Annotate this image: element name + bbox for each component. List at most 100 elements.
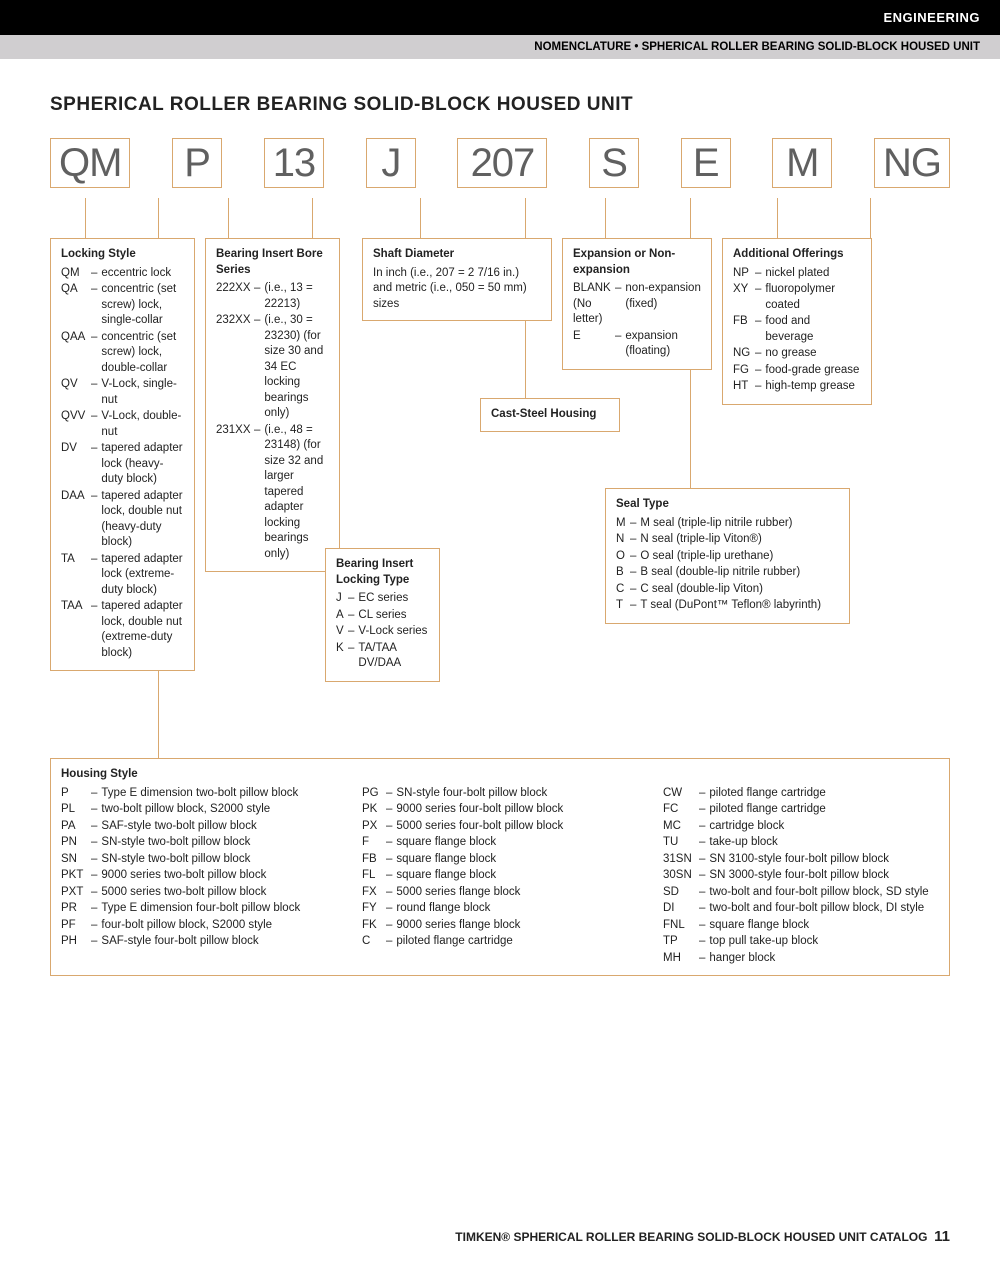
def-code: PK: [362, 802, 386, 818]
def-code: TAA: [61, 599, 91, 661]
def-dash: –: [91, 266, 101, 282]
def-text: take-up block: [709, 835, 939, 851]
def-row: J–EC series: [336, 591, 429, 607]
code-part-7: M: [772, 138, 832, 188]
def-dash: –: [348, 608, 358, 624]
def-row: B–B seal (double-lip nitrile rubber): [616, 565, 839, 581]
def-code: FG: [733, 363, 755, 379]
def-dash: –: [91, 786, 101, 802]
def-code: HT: [733, 379, 755, 395]
def-dash: –: [91, 599, 101, 661]
def-code: PL: [61, 802, 91, 818]
def-code: TP: [663, 934, 699, 950]
def-text: V-Lock, double-nut: [101, 409, 184, 440]
def-text: (i.e., 30 = 23230) (for size 30 and 34 E…: [264, 313, 329, 422]
def-row: FG–food-grade grease: [733, 363, 861, 379]
def-row: PG–SN-style four-bolt pillow block: [362, 786, 638, 802]
def-code: FK: [362, 918, 386, 934]
locking-style-box: Locking Style QM–eccentric lockQA–concen…: [50, 238, 195, 671]
def-dash: –: [755, 282, 765, 313]
def-text: round flange block: [396, 901, 638, 917]
def-row: O–O seal (triple-lip urethane): [616, 549, 839, 565]
def-row: TP–top pull take-up block: [663, 934, 939, 950]
def-row: C–C seal (double-lip Viton): [616, 582, 839, 598]
def-code: 232XX: [216, 313, 254, 422]
def-code: FY: [362, 901, 386, 917]
def-text: square flange block: [709, 918, 939, 934]
def-text: food and beverage: [765, 314, 861, 345]
def-row: MC–cartridge block: [663, 819, 939, 835]
def-dash: –: [91, 802, 101, 818]
def-row: PKT–9000 series two-bolt pillow block: [61, 868, 337, 884]
connector-line: [228, 198, 229, 238]
def-dash: –: [91, 441, 101, 488]
def-code: 30SN: [663, 868, 699, 884]
connector-line: [777, 198, 778, 238]
def-text: SAF-style two-bolt pillow block: [101, 819, 337, 835]
def-dash: –: [699, 835, 709, 851]
def-code: V: [336, 624, 348, 640]
def-text: high-temp grease: [765, 379, 861, 395]
connector-line: [870, 198, 871, 238]
def-code: T: [616, 598, 630, 614]
def-code: J: [336, 591, 348, 607]
box-title: Locking Style: [61, 247, 184, 263]
def-text: non-expansion (fixed): [625, 281, 701, 328]
def-code: P: [61, 786, 91, 802]
def-code: DI: [663, 901, 699, 917]
def-code: FNL: [663, 918, 699, 934]
def-text: 9000 series two-bolt pillow block: [101, 868, 337, 884]
def-dash: –: [91, 377, 101, 408]
def-row: PR–Type E dimension four-bolt pillow blo…: [61, 901, 337, 917]
def-code: PG: [362, 786, 386, 802]
def-row: E–expansion (floating): [573, 329, 701, 360]
code-part-2: 13: [264, 138, 325, 188]
def-code: NP: [733, 266, 755, 282]
def-code: O: [616, 549, 630, 565]
def-text: SN-style two-bolt pillow block: [101, 852, 337, 868]
def-dash: –: [348, 624, 358, 640]
def-dash: –: [91, 934, 101, 950]
def-code: FB: [362, 852, 386, 868]
def-row: PL–two-bolt pillow block, S2000 style: [61, 802, 337, 818]
def-code: M: [616, 516, 630, 532]
def-row: FC–piloted flange cartridge: [663, 802, 939, 818]
def-row: C–piloted flange cartridge: [362, 934, 638, 950]
def-row: PXT–5000 series two-bolt pillow block: [61, 885, 337, 901]
def-text: eccentric lock: [101, 266, 184, 282]
def-row: F–square flange block: [362, 835, 638, 851]
box-title: Expansion or Non-expansion: [573, 247, 701, 278]
def-text: EC series: [358, 591, 429, 607]
def-text: T seal (DuPont™ Teflon® labyrinth): [640, 598, 839, 614]
def-row: FL–square flange block: [362, 868, 638, 884]
def-code: C: [362, 934, 386, 950]
def-row: QM–eccentric lock: [61, 266, 184, 282]
def-code: A: [336, 608, 348, 624]
def-text: square flange block: [396, 868, 638, 884]
def-text: TA/TAA DV/DAA: [358, 641, 429, 672]
def-code: NG: [733, 346, 755, 362]
def-text: 5000 series four-bolt pillow block: [396, 819, 638, 835]
def-dash: –: [699, 802, 709, 818]
def-row: FNL–square flange block: [663, 918, 939, 934]
def-text: piloted flange cartridge: [709, 802, 939, 818]
def-text: square flange block: [396, 852, 638, 868]
def-row: PA–SAF-style two-bolt pillow block: [61, 819, 337, 835]
def-dash: –: [699, 918, 709, 934]
def-dash: –: [386, 835, 396, 851]
def-text: nickel plated: [765, 266, 861, 282]
def-text: SN 3100-style four-bolt pillow block: [709, 852, 939, 868]
def-row: QAA–concentric (set screw) lock, double-…: [61, 330, 184, 377]
def-row: V–V-Lock series: [336, 624, 429, 640]
def-code: E: [573, 329, 615, 360]
connector-line: [605, 198, 606, 238]
def-row: M–M seal (triple-lip nitrile rubber): [616, 516, 839, 532]
def-row: 31SN–SN 3100-style four-bolt pillow bloc…: [663, 852, 939, 868]
def-dash: –: [386, 885, 396, 901]
def-row: TAA–tapered adapter lock, double nut (ex…: [61, 599, 184, 661]
def-dash: –: [348, 591, 358, 607]
page-footer: TIMKEN® SPHERICAL ROLLER BEARING SOLID-B…: [455, 1228, 950, 1245]
def-row: DI–two-bolt and four-bolt pillow block, …: [663, 901, 939, 917]
def-row: SN–SN-style two-bolt pillow block: [61, 852, 337, 868]
def-text: concentric (set screw) lock, double-coll…: [101, 330, 184, 377]
